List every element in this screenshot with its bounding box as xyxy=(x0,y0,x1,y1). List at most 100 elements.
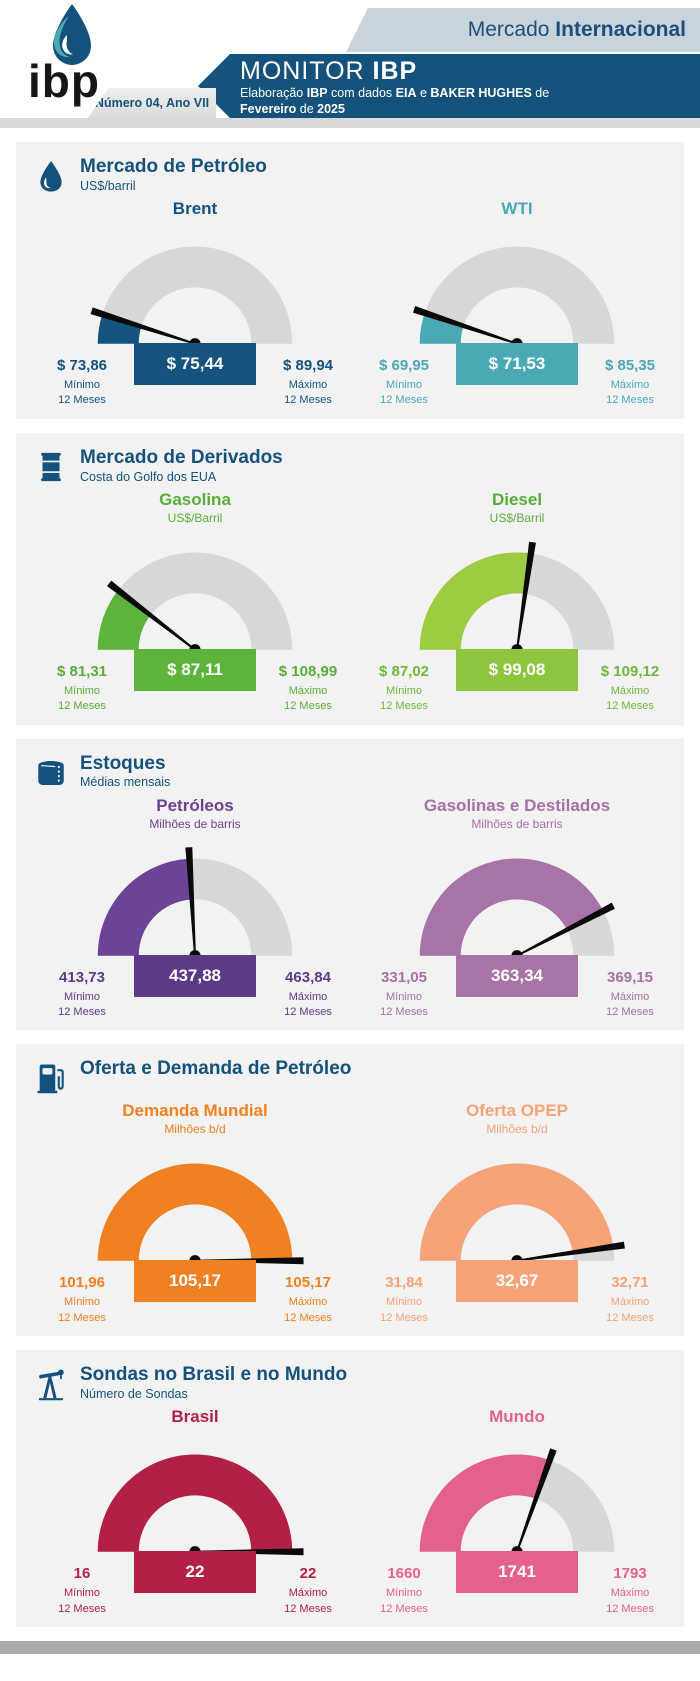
gauge-max-label: Máximo 12 Meses xyxy=(260,378,356,409)
gauge-current-value-box: 105,17 xyxy=(134,1260,256,1303)
market-banner-label-bold: Internacional xyxy=(555,18,686,41)
gauge-min-label: Mínimo 12 Meses xyxy=(34,1295,130,1326)
period-word: 12 Meses xyxy=(284,1602,332,1615)
gauge-chart-wrap xyxy=(400,1427,634,1564)
gauge-demanda-mundial: Demanda Mundial Milhões b/d 101,96 Mínimo 12… xyxy=(34,1099,356,1326)
gauge-min-value: $ 87,02 xyxy=(378,662,430,680)
banner-subtitle-segment: Fevereiro xyxy=(240,101,297,116)
ibp-logo-text: ibp xyxy=(28,55,100,107)
gauge-fill xyxy=(97,1454,293,1552)
gauge-diesel: Diesel US$/Barril $ 87,02 Mínimo 12 Meses $ 9… xyxy=(356,488,678,715)
gauge-needle xyxy=(185,846,196,956)
gauge-min: $ 69,95 Mínimo 12 Meses xyxy=(356,343,452,409)
max-word: Máximo xyxy=(288,1587,328,1600)
market-banner-label-prefix: Mercado xyxy=(467,18,556,41)
gauge-values: 331,05 Mínimo 12 Meses 363,34 369,15 Máximo 12… xyxy=(356,954,678,1021)
period-word: 12 Meses xyxy=(284,394,332,407)
gauge-title: WTI xyxy=(501,199,533,218)
section-subtitle: US$/barril xyxy=(80,178,136,193)
gauge-max: 1793 Máximo 12 Meses xyxy=(582,1551,678,1617)
gauge-max-value: 22 xyxy=(299,1565,317,1583)
gauge-fill xyxy=(419,312,464,344)
min-word: Mínimo xyxy=(385,379,423,391)
gauge-current-value-box: 437,88 xyxy=(134,954,256,997)
section-title: Oferta e Demanda de Petróleo xyxy=(80,1058,352,1080)
gauge-chart-brasil xyxy=(97,1454,304,1558)
gauge-max: $ 108,99 Máximo 12 Meses xyxy=(260,649,356,715)
barrel-icon xyxy=(34,450,68,484)
gauge-title: Mundo xyxy=(489,1407,545,1427)
section-header: Mercado de Petróleo US$/barril xyxy=(34,156,666,193)
ibp-droplet-icon xyxy=(45,2,99,70)
section-subtitle: Número de Sondas xyxy=(80,1387,188,1402)
banner-subtitle-segment: de xyxy=(296,101,318,116)
gauge-max-label: Máximo 12 Meses xyxy=(582,378,678,409)
gauge-oferta-opep: Oferta OPEP Milhões b/d 31,84 Mínimo 12 Mese… xyxy=(356,1099,678,1326)
max-word: Máximo xyxy=(288,379,328,391)
gauge-title: Gasolina xyxy=(159,489,231,509)
section-header-text: Mercado de Petróleo US$/barril xyxy=(80,156,267,193)
gauge-needle xyxy=(516,1241,625,1262)
banner-subtitle-segment: 2025 xyxy=(317,101,345,116)
gauge-max-label: Máximo 12 Meses xyxy=(582,990,678,1021)
gauge-wti: WTI $ 69,95 Mínimo 12 Meses $ 71,53 $ 85,35 Má… xyxy=(356,197,678,409)
market-banner: Mercado Internacional xyxy=(346,8,700,52)
gauge-current-value-box: 32,67 xyxy=(456,1260,578,1303)
banner-subtitle-line: Elaboração IBP com dados EIA e BAKER HUG… xyxy=(240,86,692,102)
gauge-row: Petróleos Milhões de barris 413,73 Mínimo 12… xyxy=(34,794,666,1021)
gauge-fill xyxy=(419,1454,550,1552)
gauge-min: 101,96 Mínimo 12 Meses xyxy=(34,1260,130,1326)
gauge-fill xyxy=(419,1163,614,1262)
gauge-max: 105,17 Máximo 12 Meses xyxy=(260,1260,356,1326)
gauge-fill xyxy=(97,858,192,956)
gauge-row: Gasolina US$/Barril $ 81,31 Mínimo 12 Meses $… xyxy=(34,488,666,715)
footer-bar xyxy=(0,1640,700,1654)
gauge-max-label: Máximo 12 Meses xyxy=(260,1295,356,1326)
gauge-chart-petroleos xyxy=(97,846,293,961)
gauge-sections: Mercado de Petróleo US$/barril Brent $ 73,8… xyxy=(0,130,700,1627)
gauge-min: $ 87,02 Mínimo 12 Meses xyxy=(356,649,452,715)
period-word: 12 Meses xyxy=(380,700,428,713)
gauge-current-value-box: 1741 xyxy=(456,1551,578,1594)
section-title: Mercado de Petróleo xyxy=(80,156,267,177)
period-word: 12 Meses xyxy=(284,700,332,713)
gauge-needle xyxy=(516,902,615,957)
section-subtitle: Médias mensais xyxy=(80,775,171,790)
period-word: 12 Meses xyxy=(284,1005,332,1018)
max-word: Máximo xyxy=(610,990,650,1003)
droplet-icon xyxy=(34,159,68,193)
section-derrick: Sondas no Brasil e no Mundo Número de Son… xyxy=(16,1350,684,1627)
banner-title-prefix: MONITOR xyxy=(240,57,373,85)
gauge-title: Gasolinas e Destilados xyxy=(423,795,611,815)
section-tank: Estoques Médias mensais Petróleos Milhões d… xyxy=(16,738,684,1031)
period-word: 12 Meses xyxy=(58,1005,106,1018)
gauge-values: $ 81,31 Mínimo 12 Meses $ 87,11 $ 108,99 Máxi… xyxy=(34,648,356,715)
gauge-chart-mundo xyxy=(419,1448,615,1558)
min-word: Mínimo xyxy=(385,684,423,697)
gauge-fill xyxy=(419,858,604,956)
gauge-min: 413,73 Mínimo 12 Meses xyxy=(34,955,130,1021)
section-title: Estoques xyxy=(80,752,166,774)
gauge-max-label: Máximo 12 Meses xyxy=(582,1586,678,1617)
gauge-row: Brasil 16 Mínimo 12 Meses 22 22 Máximo 12 Meses… xyxy=(34,1405,666,1617)
market-banner-label: Mercado Internacional xyxy=(468,18,686,42)
gauge-chart-demanda-mundial xyxy=(97,1163,304,1267)
section-header: Sondas no Brasil e no Mundo Número de Son… xyxy=(34,1364,666,1402)
gauge-row: Brent $ 73,86 Mínimo 12 Meses $ 75,44 $ 89,94… xyxy=(34,197,666,409)
gauge-min-value: 31,84 xyxy=(385,1274,423,1292)
gauge-min-label: Mínimo 12 Meses xyxy=(356,684,452,715)
gauge-min: $ 73,86 Mínimo 12 Meses xyxy=(34,343,130,409)
gauge-values: 101,96 Mínimo 12 Meses 105,17 105,17 Máximo 12… xyxy=(34,1260,356,1326)
gauge-max: 369,15 Máximo 12 Meses xyxy=(582,955,678,1021)
gauge-needle xyxy=(516,541,536,650)
section-header: Estoques Médias mensais xyxy=(34,752,666,790)
period-word: 12 Meses xyxy=(58,1602,106,1615)
gauge-current-value-box: 22 xyxy=(134,1551,256,1594)
gauge-chart-wti xyxy=(412,246,615,350)
gauge-subtitle: Milhões b/d xyxy=(164,1122,226,1137)
gauge-current-value-box: 363,34 xyxy=(456,954,578,997)
gauge-chart-oferta-opep xyxy=(419,1163,625,1267)
period-word: 12 Meses xyxy=(606,394,654,407)
gauge-min: 331,05 Mínimo 12 Meses xyxy=(356,955,452,1021)
gauge-brasil: Brasil 16 Mínimo 12 Meses 22 22 Máximo 12 Meses xyxy=(34,1405,356,1617)
